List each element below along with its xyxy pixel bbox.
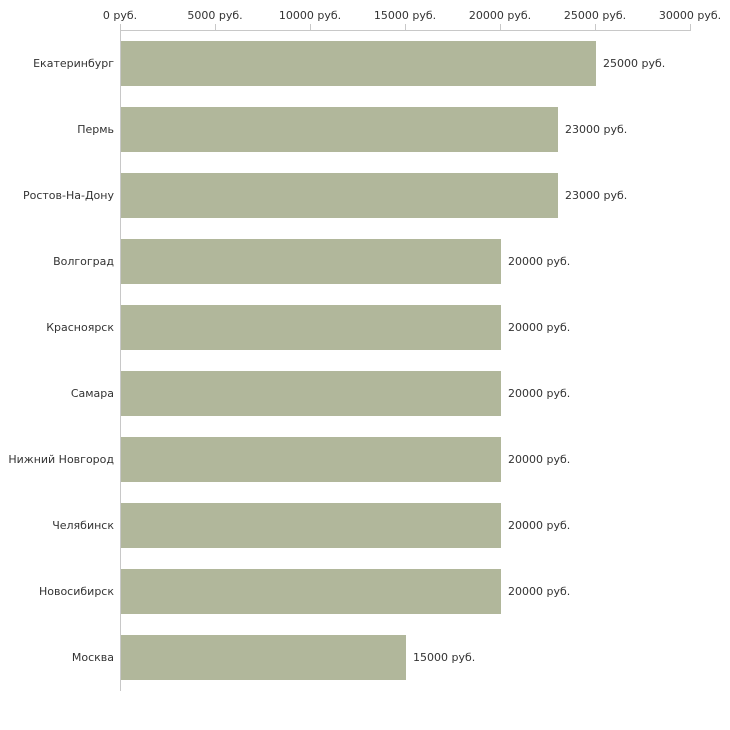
- x-axis-tick-label: 30000 руб.: [658, 9, 722, 22]
- x-axis-tick-label: 0 руб.: [102, 9, 138, 22]
- value-label: 20000 руб.: [508, 320, 571, 334]
- category-label: Волгоград: [53, 254, 114, 268]
- value-label: 20000 руб.: [508, 254, 571, 268]
- category-label: Ростов-На-Дону: [22, 188, 114, 202]
- category-label: Новосибирск: [38, 584, 114, 598]
- x-axis-tick-label: 15000 руб.: [373, 9, 437, 22]
- x-axis-tick: [500, 24, 501, 30]
- value-label: 20000 руб.: [508, 452, 571, 466]
- category-label: Пермь: [77, 122, 114, 136]
- x-axis-tick-label: 25000 руб.: [563, 9, 627, 22]
- x-axis-line: [120, 30, 691, 31]
- x-axis-tick: [595, 24, 596, 30]
- value-label: 20000 руб.: [508, 518, 571, 532]
- x-axis-tick-label: 5000 руб.: [187, 9, 243, 22]
- x-axis-tick: [120, 24, 121, 30]
- bar: [121, 238, 501, 284]
- category-label: Екатеринбург: [33, 56, 114, 70]
- y-axis-line: [120, 30, 121, 691]
- value-label: 23000 руб.: [565, 188, 628, 202]
- category-label: Челябинск: [52, 518, 114, 532]
- bar: [121, 436, 501, 482]
- value-label: 20000 руб.: [508, 386, 571, 400]
- bar: [121, 502, 501, 548]
- category-label: Нижний Новгород: [8, 452, 114, 466]
- category-label: Красноярск: [46, 320, 114, 334]
- category-label: Москва: [71, 650, 114, 664]
- bar: [121, 304, 501, 350]
- x-axis-tick: [405, 24, 406, 30]
- bar: [121, 634, 406, 680]
- bar: [121, 370, 501, 416]
- value-label: 23000 руб.: [565, 122, 628, 136]
- value-label: 25000 руб.: [603, 56, 666, 70]
- value-label: 20000 руб.: [508, 584, 571, 598]
- x-axis-tick: [310, 24, 311, 30]
- bar: [121, 568, 501, 614]
- x-axis-tick: [215, 24, 216, 30]
- x-axis-tick: [690, 24, 691, 30]
- x-axis-tick-label: 20000 руб.: [468, 9, 532, 22]
- bar: [121, 172, 558, 218]
- bar: [121, 40, 596, 86]
- x-axis-tick-label: 10000 руб.: [278, 9, 342, 22]
- category-label: Самара: [70, 386, 114, 400]
- bar: [121, 106, 558, 152]
- value-label: 15000 руб.: [413, 650, 476, 664]
